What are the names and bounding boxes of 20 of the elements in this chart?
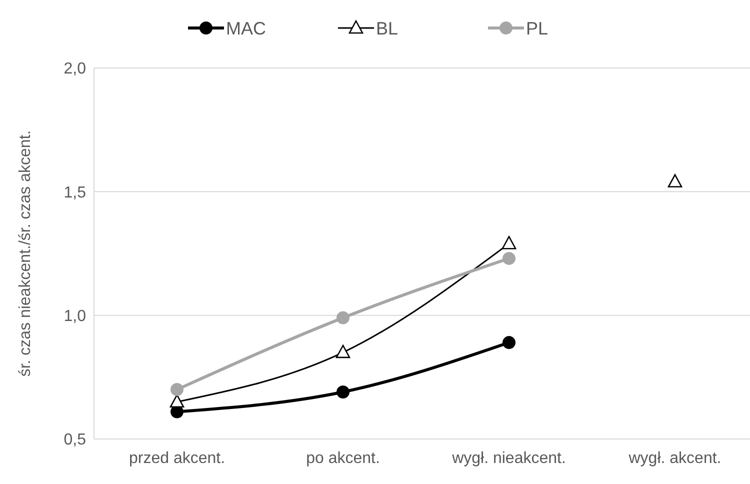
legend-label: MAC — [226, 18, 266, 38]
legend-label: PL — [526, 18, 548, 38]
point — [502, 252, 516, 265]
y-tick-label: 0,5 — [64, 432, 86, 449]
legend-label: BL — [376, 18, 398, 38]
x-tick-label: przed akcent. — [128, 450, 226, 467]
point — [502, 236, 516, 250]
point — [336, 386, 350, 399]
point — [170, 383, 184, 396]
y-tick-label: 1,5 — [64, 184, 86, 202]
point — [502, 336, 516, 350]
y-tick-label: 1,0 — [64, 308, 86, 325]
y-axis-title: śr. czas nieakcent./śr. czas akcent. — [17, 130, 34, 377]
point — [336, 311, 350, 324]
x-tick-label: wygł. nieakcent. — [451, 450, 566, 467]
y-tick-label: 2,0 — [64, 60, 86, 78]
point — [336, 344, 350, 358]
x-tick-label: wygł. akcent. — [628, 450, 722, 467]
point — [170, 394, 184, 408]
x-tick-label: po akcent. — [306, 450, 380, 467]
